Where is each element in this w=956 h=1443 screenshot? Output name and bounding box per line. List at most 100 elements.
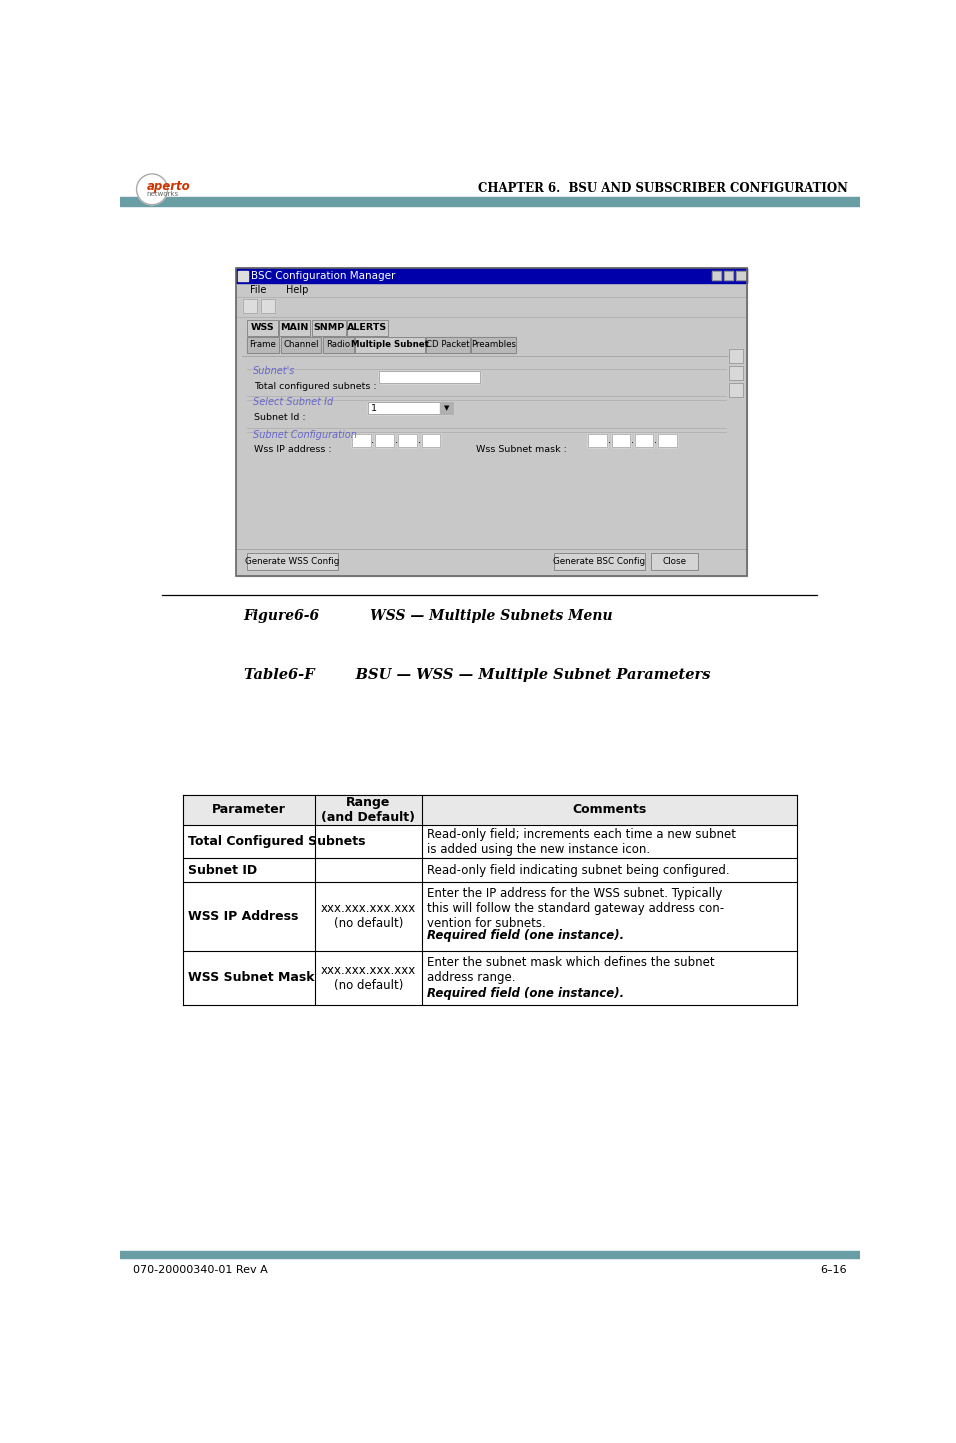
Bar <box>367 401 453 414</box>
Text: Read-only field indicating subnet being configured.: Read-only field indicating subnet being … <box>427 863 729 876</box>
Bar <box>236 268 748 576</box>
Text: SNMP: SNMP <box>314 323 344 332</box>
Text: ▼: ▼ <box>444 405 449 411</box>
Bar <box>322 338 354 352</box>
Text: Wss Subnet mask :: Wss Subnet mask : <box>476 444 567 455</box>
Bar <box>247 553 338 570</box>
Text: Comments: Comments <box>573 804 646 817</box>
Text: Table6-F        BSU — WSS — Multiple Subnet Parameters: Table6-F BSU — WSS — Multiple Subnet Par… <box>244 668 710 683</box>
Bar <box>247 338 279 352</box>
Bar <box>728 367 743 381</box>
Bar <box>281 338 321 352</box>
Text: Enter the subnet mask which defines the subnet
address range.: Enter the subnet mask which defines the … <box>427 957 715 999</box>
Bar <box>279 320 310 336</box>
Text: Parameter: Parameter <box>212 804 286 817</box>
Text: BSC Configuration Manager: BSC Configuration Manager <box>251 271 396 280</box>
Text: Generate BSC Config: Generate BSC Config <box>554 557 645 566</box>
Bar <box>352 434 371 446</box>
Text: Total configured subnets :: Total configured subnets : <box>254 382 377 391</box>
Text: WSS IP Address: WSS IP Address <box>188 909 299 922</box>
Text: Subnet Configuration: Subnet Configuration <box>252 430 357 440</box>
Text: Preambles: Preambles <box>471 341 516 349</box>
Bar <box>376 434 394 446</box>
Bar <box>422 434 441 446</box>
Bar <box>711 271 721 280</box>
Bar <box>236 268 748 283</box>
Text: Required field (one instance).: Required field (one instance). <box>427 987 624 1000</box>
Bar <box>471 338 516 352</box>
Bar <box>724 271 733 280</box>
Text: 6–16: 6–16 <box>820 1266 846 1276</box>
Text: WSS — Multiple Subnets Menu: WSS — Multiple Subnets Menu <box>337 609 613 623</box>
Bar <box>238 271 249 281</box>
Bar <box>711 271 721 280</box>
Text: 070-20000340-01 Rev A: 070-20000340-01 Rev A <box>134 1266 269 1276</box>
Text: Wss IP address :: Wss IP address : <box>254 444 332 455</box>
Bar <box>261 300 275 313</box>
Bar <box>612 434 630 446</box>
Text: Required field (one instance).: Required field (one instance). <box>427 928 624 941</box>
Bar <box>728 349 743 364</box>
Bar <box>183 882 797 951</box>
Text: xxx.xxx.xxx.xxx
(no default): xxx.xxx.xxx.xxx (no default) <box>320 964 416 991</box>
Bar <box>471 338 516 352</box>
Text: Read-only field; increments each time a new subnet
is added using the new instan: Read-only field; increments each time a … <box>427 827 736 856</box>
Text: aperto: aperto <box>146 180 190 193</box>
Text: Total Configured Subnets: Total Configured Subnets <box>188 835 366 848</box>
Bar <box>183 795 797 824</box>
Text: Figure6-6: Figure6-6 <box>244 609 319 623</box>
Bar <box>658 434 677 446</box>
Bar <box>247 553 338 570</box>
Bar <box>554 553 645 570</box>
Text: .: . <box>608 436 611 446</box>
Bar <box>588 434 607 446</box>
Text: Enter the IP address for the WSS subnet. Typically
this will follow the standard: Enter the IP address for the WSS subnet.… <box>427 887 725 945</box>
Bar <box>281 338 321 352</box>
Text: Generate WSS Config: Generate WSS Config <box>245 557 339 566</box>
Text: CD Packet: CD Packet <box>426 341 470 349</box>
Bar <box>380 371 480 384</box>
Text: ALERTS: ALERTS <box>347 323 387 332</box>
Bar <box>347 320 387 336</box>
Bar <box>120 1251 860 1258</box>
Text: Subnet ID: Subnet ID <box>188 863 257 876</box>
Text: .: . <box>395 436 398 446</box>
Bar <box>426 338 469 352</box>
Bar <box>312 320 346 336</box>
Text: Frame: Frame <box>250 341 276 349</box>
Bar <box>422 434 441 446</box>
Text: Close: Close <box>663 557 686 566</box>
Text: Multiple Subnet: Multiple Subnet <box>351 341 429 349</box>
Bar <box>355 338 424 352</box>
Text: xxx.xxx.xxx.xxx
(no default): xxx.xxx.xxx.xxx (no default) <box>320 902 416 931</box>
Bar <box>355 338 424 352</box>
Text: Subnet Id :: Subnet Id : <box>254 413 306 421</box>
Bar <box>635 434 654 446</box>
Text: 1: 1 <box>371 404 377 413</box>
Text: .: . <box>371 436 375 446</box>
Bar <box>247 320 277 336</box>
Bar <box>651 553 698 570</box>
Text: .: . <box>631 436 634 446</box>
Text: WSS Subnet Mask: WSS Subnet Mask <box>188 971 315 984</box>
Bar <box>352 434 371 446</box>
Bar <box>612 434 630 446</box>
Bar <box>651 553 698 570</box>
Circle shape <box>137 175 167 205</box>
Bar <box>736 271 746 280</box>
Bar <box>658 434 677 446</box>
Bar <box>312 320 346 336</box>
Bar <box>380 371 480 384</box>
Bar <box>247 338 279 352</box>
Bar <box>247 320 277 336</box>
Bar <box>261 300 275 313</box>
Bar <box>426 338 469 352</box>
Bar <box>441 401 453 414</box>
Text: Subnet's: Subnet's <box>252 367 295 377</box>
Text: MAIN: MAIN <box>280 323 309 332</box>
Text: networks: networks <box>146 190 179 196</box>
Bar <box>736 271 746 280</box>
Bar <box>724 271 733 280</box>
Bar <box>243 300 256 313</box>
Bar <box>236 268 748 576</box>
